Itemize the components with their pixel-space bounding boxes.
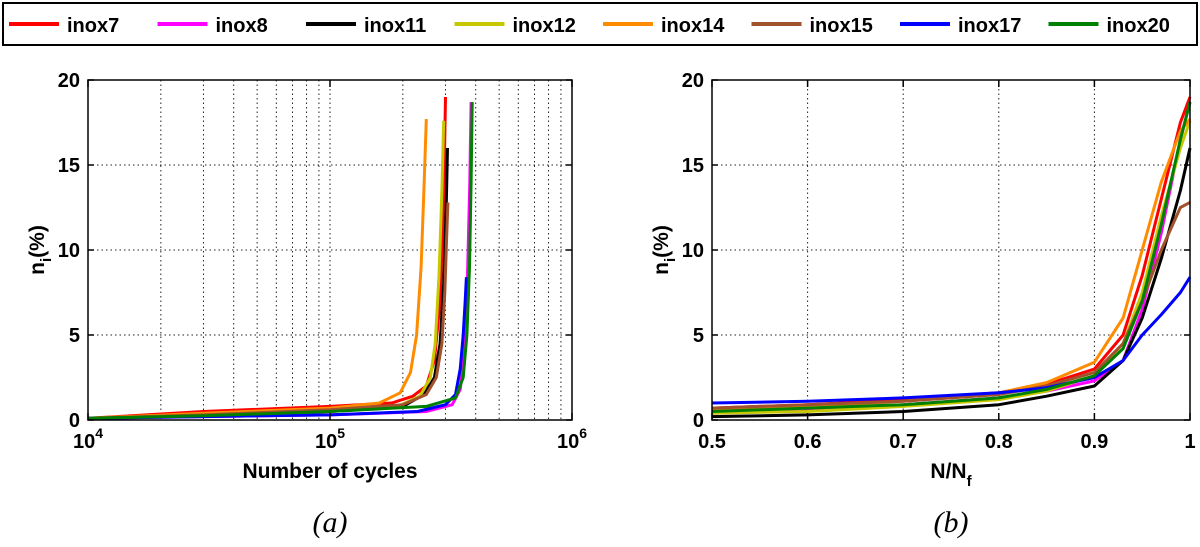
y-tick-label: 15 — [682, 155, 704, 177]
y-axis-label-base: n — [26, 262, 49, 275]
legend-label-inox17: inox17 — [958, 15, 1021, 37]
legend-label-inox11: inox11 — [364, 15, 426, 37]
series-line-inox20 — [711, 101, 1192, 413]
x-tick-base: 10 — [315, 431, 337, 453]
x-tick-label: 1 — [1184, 431, 1195, 453]
y-axis-label: ni(%) — [650, 225, 679, 275]
plot-area — [88, 80, 572, 420]
x-axis-label-base: N/N — [930, 460, 966, 483]
legend-label-inox14: inox14 — [661, 15, 725, 37]
y-axis-label-sub: i — [662, 258, 679, 262]
series-line-inox20 — [87, 102, 474, 420]
x-tick-label: 106 — [557, 425, 587, 453]
series-group — [711, 96, 1192, 419]
x-tick-label: 104 — [73, 425, 103, 453]
x-tick-label: 0.7 — [889, 431, 917, 453]
series-line-inox14 — [87, 119, 428, 420]
legend: inox7 inox8 inox11 inox12 inox14 inox15 inox17… — [2, 2, 1198, 46]
y-tick-label: 0 — [69, 410, 80, 432]
legend-label-inox20: inox20 — [1107, 15, 1170, 37]
legend-label-inox15: inox15 — [810, 15, 873, 37]
legend-label-inox12: inox12 — [513, 15, 576, 37]
legend-label-inox7: inox7 — [67, 15, 119, 37]
panel-caption: (b) — [934, 506, 969, 539]
y-tick-label: 0 — [693, 410, 704, 432]
x-tick-exponent: 4 — [95, 425, 103, 441]
y-tick-label: 5 — [69, 325, 80, 347]
x-tick-base: 10 — [73, 431, 95, 453]
series-line-inox17 — [711, 276, 1192, 405]
legend-label-inox8: inox8 — [216, 15, 268, 37]
x-tick-label: 0.5 — [698, 431, 726, 453]
y-axis-label-base: n — [650, 262, 673, 275]
series-group — [87, 96, 474, 420]
y-tick-label: 20 — [58, 70, 80, 92]
y-tick-label: 10 — [682, 240, 704, 262]
y-tick-label: 10 — [58, 240, 80, 262]
y-tick-label: 5 — [693, 325, 704, 347]
y-axis-label-sub: i — [38, 258, 55, 262]
y-axis-label-suffix: (%) — [650, 225, 673, 258]
y-axis-label: ni(%) — [26, 225, 55, 275]
x-tick-label: 0.6 — [794, 431, 822, 453]
x-axis-label-sub: f — [967, 473, 973, 490]
y-tick-label: 15 — [58, 155, 80, 177]
x-tick-label: 105 — [315, 425, 345, 453]
x-tick-label: 0.9 — [1080, 431, 1108, 453]
panel-b: 0 5 10 15 20 0.5 0.6 0.7 0.8 0.9 1 N/Nf ni(%) (b) — [650, 70, 1196, 539]
series-line-inox7 — [87, 96, 447, 420]
x-axis-label: Number of cycles — [242, 460, 417, 483]
x-tick-base: 10 — [557, 431, 579, 453]
y-axis-label-suffix: (%) — [26, 225, 49, 258]
y-tick-label: 20 — [682, 70, 704, 92]
grid — [712, 80, 1190, 420]
x-tick-exponent: 6 — [579, 425, 587, 441]
x-tick-exponent: 5 — [337, 425, 345, 441]
x-axis-label: N/Nf — [930, 460, 972, 490]
series-line-inox15 — [711, 201, 1191, 410]
x-tick-label: 0.8 — [985, 431, 1013, 453]
panel-caption: (a) — [313, 506, 348, 539]
